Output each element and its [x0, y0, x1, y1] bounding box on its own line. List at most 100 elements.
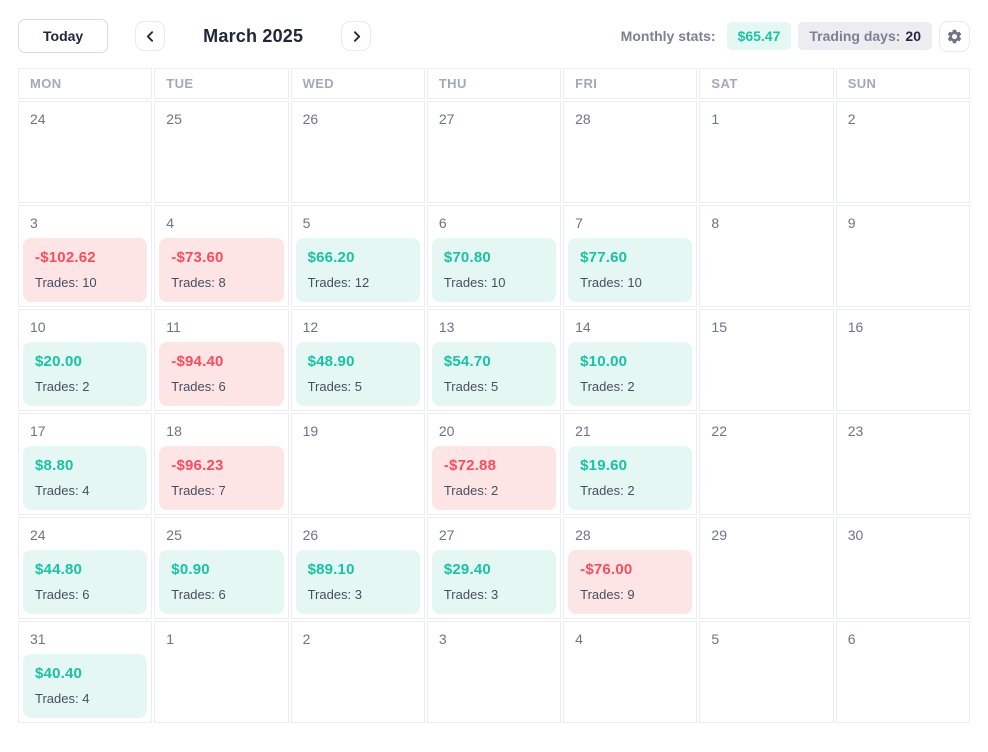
day-cell[interactable]: 3 — [426, 621, 562, 723]
day-number: 6 — [847, 631, 856, 647]
day-cell[interactable]: 3 -$102.62 Trades: 10 — [18, 205, 153, 307]
pnl-badge: -$94.40 Trades: 6 — [159, 342, 284, 406]
trades-count: Trades: 6 — [171, 379, 226, 394]
day-number: 24 — [30, 111, 46, 127]
day-cell[interactable]: 15 — [699, 309, 834, 411]
day-of-week-header: WED — [290, 68, 425, 99]
day-number: 31 — [30, 631, 46, 647]
day-number: 4 — [575, 631, 583, 647]
pnl-badge: -$76.00 Trades: 9 — [568, 550, 693, 614]
trades-count: Trades: 8 — [171, 275, 226, 290]
trades-count: Trades: 2 — [443, 483, 499, 498]
day-cell[interactable]: 21 $19.60 Trades: 2 — [563, 413, 698, 515]
pnl-badge: $40.40 Trades: 4 — [23, 654, 148, 718]
trades-count: Trades: 4 — [35, 691, 90, 706]
day-cell[interactable]: 4 -$73.60 Trades: 8 — [154, 205, 289, 307]
pnl-amount: -$102.62 — [35, 249, 96, 266]
day-number: 26 — [302, 527, 319, 543]
trades-count: Trades: 3 — [443, 587, 499, 602]
day-cell[interactable]: 6 $70.80 Trades: 10 — [426, 205, 562, 307]
day-cell[interactable]: 5 $66.20 Trades: 12 — [290, 205, 425, 307]
settings-button[interactable] — [939, 20, 970, 52]
trades-count: Trades: 9 — [580, 587, 635, 602]
day-cell[interactable]: 28 -$76.00 Trades: 9 — [563, 517, 698, 619]
day-cell[interactable]: 7 $77.60 Trades: 10 — [563, 205, 698, 307]
day-cell[interactable]: 25 — [154, 101, 289, 203]
trades-count: Trades: 6 — [171, 587, 226, 602]
day-cell[interactable]: 4 — [563, 621, 698, 723]
day-of-week-header: FRI — [563, 68, 698, 99]
day-cell[interactable]: 24 $44.80 Trades: 6 — [18, 517, 153, 619]
day-cell[interactable]: 31 $40.40 Trades: 4 — [18, 621, 153, 723]
day-cell[interactable]: 29 — [699, 517, 834, 619]
day-cell[interactable]: 10 $20.00 Trades: 2 — [18, 309, 153, 411]
pnl-badge: $29.40 Trades: 3 — [431, 550, 557, 614]
day-cell[interactable]: 9 — [835, 205, 970, 307]
pnl-amount: -$73.60 — [171, 249, 224, 266]
day-cell[interactable]: 25 $0.90 Trades: 6 — [154, 517, 289, 619]
day-cell[interactable]: 5 — [699, 621, 834, 723]
day-number: 29 — [711, 527, 727, 543]
day-cell[interactable]: 22 — [699, 413, 834, 515]
day-number: 28 — [575, 527, 591, 543]
day-cell[interactable]: 19 — [290, 413, 425, 515]
day-number: 3 — [438, 631, 447, 647]
trades-count: Trades: 10 — [580, 275, 642, 290]
next-month-button[interactable] — [341, 21, 372, 51]
day-cell[interactable]: 30 — [835, 517, 970, 619]
day-cell[interactable]: 18 -$96.23 Trades: 7 — [154, 413, 289, 515]
day-number: 10 — [30, 319, 46, 335]
pnl-badge: -$102.62 Trades: 10 — [23, 238, 148, 302]
day-cell[interactable]: 23 — [835, 413, 970, 515]
trades-count: Trades: 7 — [171, 483, 226, 498]
day-cell[interactable]: 2 — [290, 621, 425, 723]
pnl-amount: -$94.40 — [171, 353, 224, 370]
day-cell[interactable]: 12 $48.90 Trades: 5 — [290, 309, 425, 411]
day-cell[interactable]: 20 -$72.88 Trades: 2 — [426, 413, 562, 515]
today-button[interactable]: Today — [18, 19, 109, 53]
day-number: 13 — [438, 319, 455, 335]
pnl-badge: $77.60 Trades: 10 — [568, 238, 693, 302]
day-cell[interactable]: 8 — [699, 205, 834, 307]
pnl-amount: $44.80 — [35, 561, 83, 578]
day-number: 24 — [30, 527, 46, 543]
day-cell[interactable]: 16 — [835, 309, 970, 411]
chevron-left-icon — [146, 30, 153, 42]
pnl-badge: $48.90 Trades: 5 — [295, 342, 420, 406]
calendar-grid: MON TUE WED THU FRI SAT SUN 24 25 26 27 28 1 2 3 -$102.… — [18, 68, 970, 723]
pnl-badge: $10.00 Trades: 2 — [568, 342, 693, 406]
day-number: 28 — [575, 111, 591, 127]
day-number: 1 — [166, 631, 175, 647]
prev-month-button[interactable] — [135, 21, 166, 51]
day-cell[interactable]: 24 — [18, 101, 153, 203]
day-cell[interactable]: 13 $54.70 Trades: 5 — [426, 309, 562, 411]
day-cell[interactable]: 6 — [835, 621, 970, 723]
trades-count: Trades: 12 — [307, 275, 370, 290]
toolbar: Today March 2025 Monthly stats: $65.47 T… — [0, 0, 988, 68]
day-number: 27 — [438, 111, 455, 127]
pnl-amount: $77.60 — [580, 249, 628, 266]
day-cell[interactable]: 27 $29.40 Trades: 3 — [426, 517, 562, 619]
day-cell[interactable]: 26 $89.10 Trades: 3 — [290, 517, 425, 619]
pnl-amount: $20.00 — [35, 353, 83, 370]
day-number: 19 — [302, 423, 319, 439]
day-number: 5 — [711, 631, 720, 647]
day-number: 20 — [438, 423, 455, 439]
day-cell[interactable]: 28 — [563, 101, 698, 203]
day-cell[interactable]: 1 — [154, 621, 289, 723]
trading-days-badge: Trading days: 20 — [798, 22, 932, 50]
day-cell[interactable]: 1 — [699, 101, 834, 203]
monthly-total-badge: $65.47 — [726, 22, 792, 50]
day-cell[interactable]: 11 -$94.40 Trades: 6 — [154, 309, 289, 411]
pnl-amount: -$76.00 — [580, 561, 633, 578]
day-cell[interactable]: 17 $8.80 Trades: 4 — [18, 413, 153, 515]
pnl-badge: $66.20 Trades: 12 — [295, 238, 420, 302]
trades-count: Trades: 2 — [580, 483, 635, 498]
day-number: 4 — [166, 215, 175, 231]
day-number: 15 — [711, 319, 727, 335]
day-cell[interactable]: 2 — [835, 101, 970, 203]
day-cell[interactable]: 14 $10.00 Trades: 2 — [563, 309, 698, 411]
day-cell[interactable]: 27 — [426, 101, 562, 203]
day-cell[interactable]: 26 — [290, 101, 425, 203]
trades-count: Trades: 10 — [443, 275, 506, 290]
